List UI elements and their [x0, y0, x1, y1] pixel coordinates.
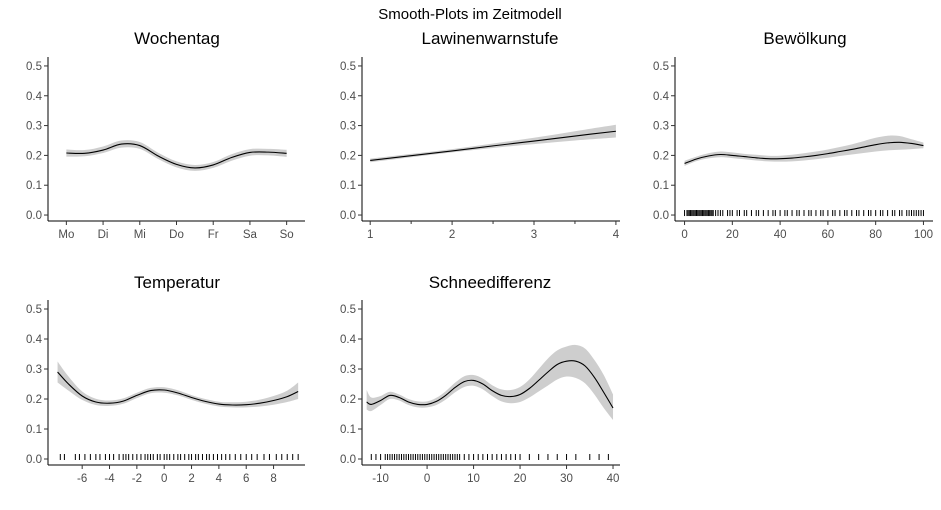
x-tick-label: Di [98, 229, 109, 241]
y-tick-label: 0.4 [26, 334, 43, 346]
x-tick-label: 100 [914, 229, 933, 241]
x-tick-label: 20 [514, 473, 527, 485]
x-tick-label: 2 [188, 473, 194, 485]
x-tick-label: 40 [774, 229, 787, 241]
y-tick-label: 0.3 [340, 121, 356, 133]
x-tick-label: -10 [372, 473, 389, 485]
confidence-band [66, 140, 287, 171]
confidence-band [57, 361, 299, 408]
y-tick-label: 0.1 [26, 180, 42, 192]
confidence-band [684, 135, 924, 166]
panel-lawinenwarnstufe: Lawinenwarnstufe 0.0 0.1 0.2 0.3 0.4 0.5 1 2 3 4 [340, 29, 620, 241]
y-tick-label: 0.1 [340, 424, 356, 436]
y-tick-label: 0.0 [26, 210, 42, 222]
y-tick-label: 0.5 [340, 61, 356, 73]
x-tick-label: 1 [367, 229, 373, 241]
y-tick-label: 0.1 [26, 424, 42, 436]
panel-title: Schneedifferenz [429, 273, 552, 292]
x-tick-label: 0 [424, 473, 430, 485]
panel-title: Bewölkung [763, 29, 846, 48]
y-tick-label: 0.0 [340, 210, 356, 222]
x-tick-label: -2 [132, 473, 142, 485]
x-tick-label: 80 [869, 229, 882, 241]
smooth-line [57, 371, 299, 406]
figure-title: Smooth-Plots im Zeitmodell [378, 6, 561, 23]
panel-temperatur: Temperatur 0.0 0.1 0.2 0.3 0.4 0.5 -6 -4 -2 0 2 4 6 8 [26, 273, 305, 485]
panel-title: Wochentag [134, 29, 220, 48]
confidence-band [366, 344, 614, 420]
y-tick-label: 0.2 [26, 150, 42, 162]
y-tick-label: 0.2 [340, 150, 356, 162]
x-tick-label: 10 [467, 473, 480, 485]
x-tick-label: Sa [243, 229, 258, 241]
x-tick-label: 4 [613, 229, 620, 241]
x-tick-label: So [280, 229, 294, 241]
y-tick-label: 0.3 [26, 364, 42, 376]
x-tick-label: 8 [270, 473, 276, 485]
panel-schneedifferenz: Schneedifferenz 0.0 0.1 0.2 0.3 0.4 0.5 -10 0 10… [340, 273, 620, 485]
y-tick-label: 0.0 [653, 210, 669, 222]
x-tick-label: -6 [77, 473, 87, 485]
panel-title: Temperatur [134, 273, 220, 292]
y-tick-label: 0.0 [26, 454, 42, 466]
x-tick-label: Mi [134, 229, 146, 241]
y-tick-label: 0.5 [653, 61, 669, 73]
y-tick-label: 0.5 [26, 61, 42, 73]
y-tick-label: 0.4 [340, 334, 357, 346]
x-tick-label: 20 [726, 229, 739, 241]
x-tick-label: 40 [607, 473, 620, 485]
x-tick-label: 2 [449, 229, 455, 241]
smooth-line [366, 360, 614, 409]
x-tick-label: 60 [821, 229, 834, 241]
y-tick-label: 0.4 [26, 91, 43, 103]
panel-bewoelkung: Bewölkung 0.0 0.1 0.2 0.3 0.4 0.5 0 20 40 60 80 100 [653, 29, 933, 241]
x-tick-label: 4 [216, 473, 223, 485]
y-tick-label: 0.4 [340, 91, 357, 103]
x-tick-label: Fr [208, 229, 219, 241]
smooth-line [66, 143, 287, 169]
panel-title: Lawinenwarnstufe [421, 29, 558, 48]
y-tick-label: 0.5 [26, 304, 42, 316]
y-tick-label: 0.3 [26, 121, 42, 133]
y-tick-label: 0.1 [653, 180, 669, 192]
y-tick-label: 0.3 [653, 121, 669, 133]
y-tick-label: 0.0 [340, 454, 356, 466]
y-tick-label: 0.3 [340, 364, 356, 376]
x-tick-label: 6 [243, 473, 249, 485]
x-tick-label: 3 [531, 229, 537, 241]
y-tick-label: 0.2 [653, 150, 669, 162]
x-tick-label: Mo [58, 229, 74, 241]
y-tick-label: 0.2 [26, 394, 42, 406]
y-tick-label: 0.4 [653, 91, 670, 103]
smooth-line [370, 130, 616, 162]
x-tick-label: 0 [161, 473, 167, 485]
x-tick-label: -4 [104, 473, 115, 485]
x-tick-label: Do [169, 229, 184, 241]
y-tick-label: 0.2 [340, 394, 356, 406]
smooth-line [684, 141, 924, 164]
panel-wochentag: Wochentag 0.0 0.1 0.2 0.3 0.4 0.5 Mo Di Mi Do Fr Sa… [26, 29, 305, 241]
x-tick-label: 30 [560, 473, 573, 485]
y-tick-label: 0.5 [340, 304, 356, 316]
x-tick-label: 0 [681, 229, 687, 241]
y-tick-label: 0.1 [340, 180, 356, 192]
